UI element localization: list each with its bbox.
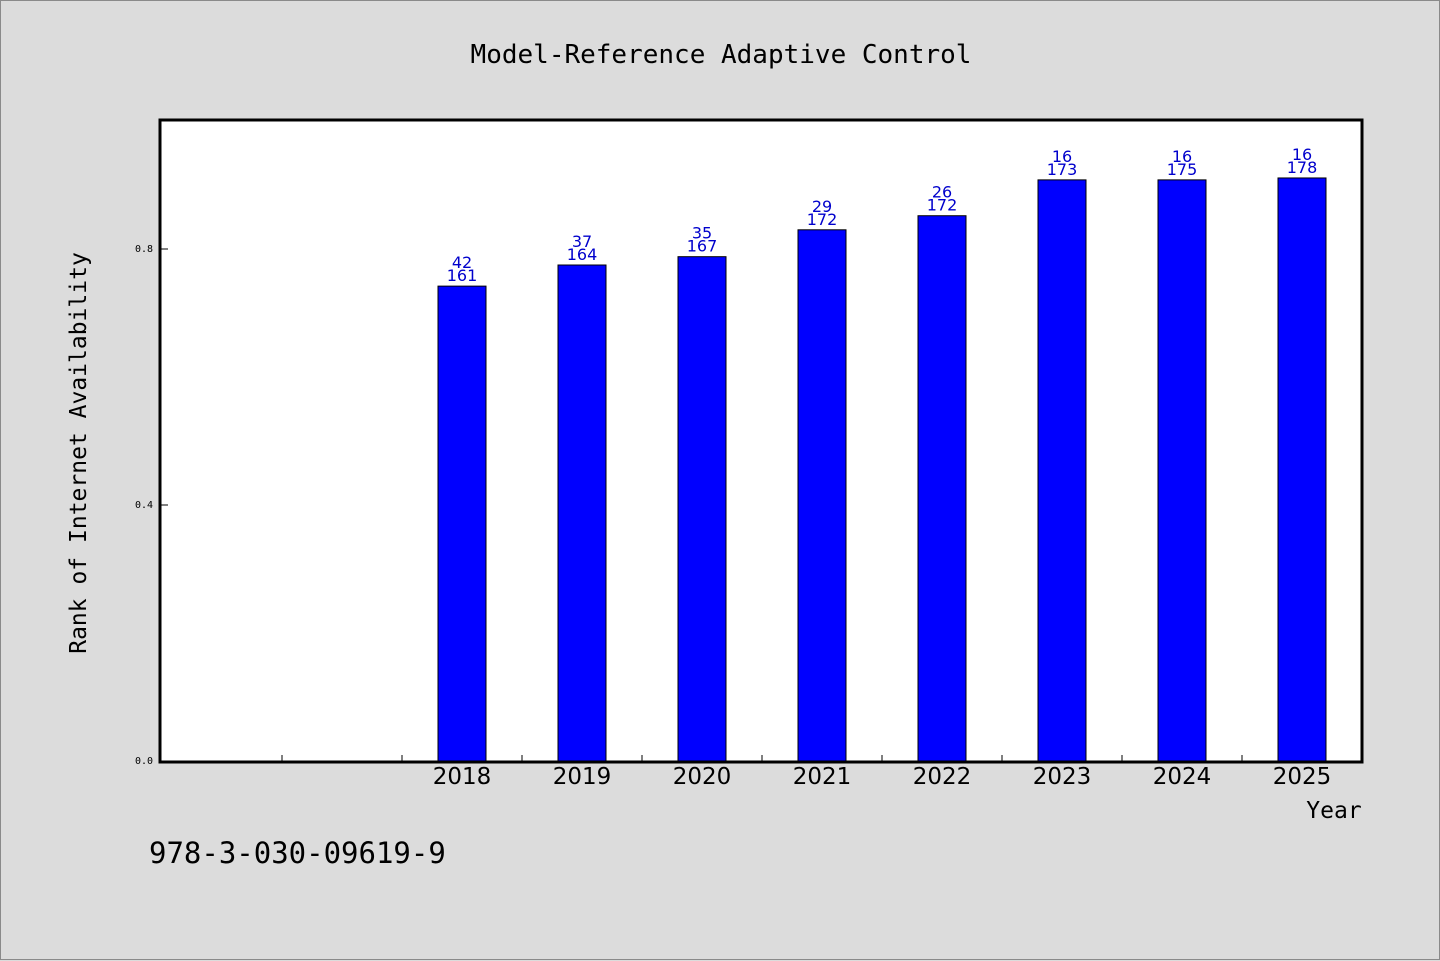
data-label-bottom: 172: [927, 196, 958, 215]
x-axis-ticks: 2018 2019 2020 2021 2022 2023 2024 2025: [281, 755, 1332, 790]
data-label-bottom: 173: [1047, 160, 1078, 179]
chart-title: Model-Reference Adaptive Control: [471, 40, 972, 70]
bar-2019: [557, 264, 607, 762]
x-tick-label: 2019: [553, 764, 612, 790]
x-tick-label: 2018: [433, 764, 492, 790]
y-tick-label: 0.8: [135, 244, 153, 255]
footnote-isbn: 978-3-030-09619-9: [149, 836, 446, 870]
x-tick-label: 2022: [913, 764, 972, 790]
bar-2023: [1037, 179, 1087, 762]
data-label-top: 37: [572, 232, 592, 251]
y-tick-label: 0.0: [135, 756, 153, 767]
data-label-top: 35: [692, 224, 712, 243]
bar-2025: [1277, 177, 1327, 762]
x-tick-label: 2023: [1033, 764, 1092, 790]
x-tick-label: 2025: [1273, 764, 1332, 790]
bar-2018: [437, 285, 487, 762]
data-label-top: 16: [1052, 147, 1072, 166]
x-axis-label: Year: [1306, 798, 1361, 824]
data-label-top: 16: [1292, 145, 1312, 164]
y-tick-label: 0.4: [135, 500, 153, 511]
y-axis-ticks: 0.0 0.4 0.8: [135, 244, 168, 767]
bar-2021: [797, 229, 847, 762]
bar-2024: [1157, 179, 1207, 762]
data-label-bottom: 175: [1167, 160, 1198, 179]
y-axis-label: Rank of Internet Availability: [66, 252, 92, 654]
data-label-top: 29: [812, 197, 832, 216]
data-label-bottom: 161: [447, 266, 478, 285]
data-label-bottom: 178: [1287, 158, 1318, 177]
x-tick-label: 2020: [673, 764, 732, 790]
bar-2022: [917, 215, 967, 762]
x-tick-label: 2024: [1153, 764, 1212, 790]
bar-2020: [677, 256, 727, 762]
data-label-bottom: 167: [687, 237, 718, 256]
data-label-top: 26: [932, 183, 952, 202]
x-tick-label: 2021: [793, 764, 852, 790]
data-label-bottom: 164: [567, 245, 598, 264]
data-label-top: 16: [1172, 147, 1192, 166]
data-label-top: 42: [452, 253, 472, 272]
data-label-bottom: 172: [807, 210, 838, 229]
